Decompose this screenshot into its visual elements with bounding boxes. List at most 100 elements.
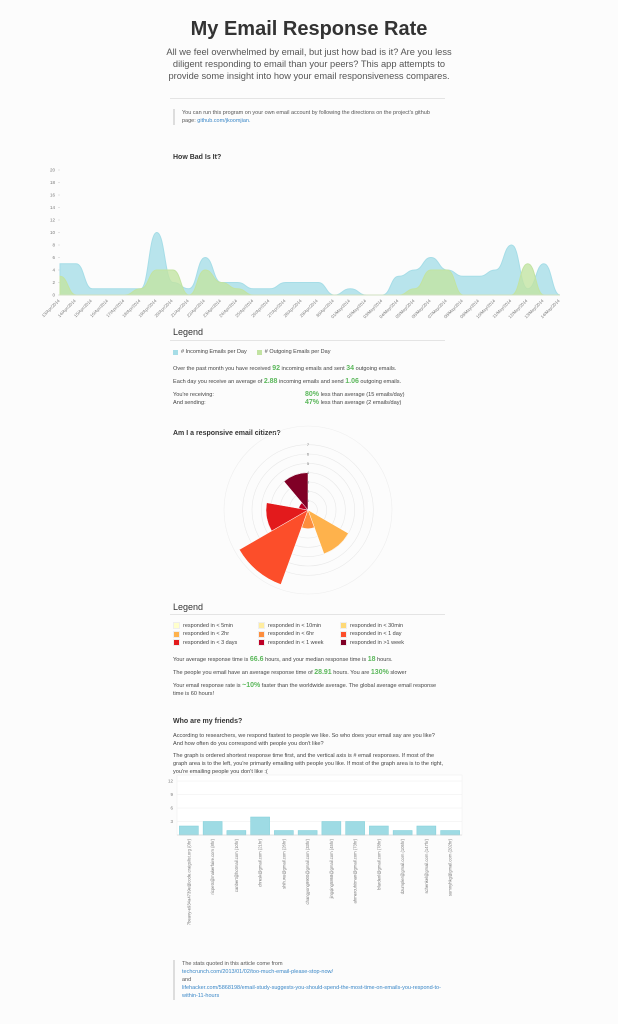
y-tick-label: 12 bbox=[50, 218, 56, 223]
y-tick-label: 9 bbox=[170, 792, 173, 797]
x-tick-label: schenkel@gmail.com (147hr) bbox=[424, 838, 429, 893]
legend-swatch bbox=[256, 349, 262, 355]
response-stats: Your average response time is 66.6 hours… bbox=[173, 656, 445, 703]
source-link[interactable]: techcrunch.com/2013/01/02/too-much-email… bbox=[182, 969, 334, 975]
divider bbox=[170, 340, 445, 341]
y-tick-label: 10 bbox=[50, 230, 56, 235]
footer-text: and bbox=[182, 977, 192, 983]
legend-item: responded in < 1 day bbox=[340, 630, 440, 638]
bar bbox=[179, 825, 199, 836]
source-link[interactable]: lifehacker.com/5868198/email-study-sugge… bbox=[182, 985, 441, 999]
y-tick-label: 8 bbox=[52, 243, 55, 248]
x-tick-label: ricpets@makerfaire.com (8hr) bbox=[210, 838, 215, 894]
text: hours. You are bbox=[331, 670, 371, 676]
bar-chart: 3 6 9 12 7beavy-e934a4739e@code.craigslist.o… bbox=[168, 774, 463, 925]
comparison-label: You're receiving: bbox=[173, 392, 214, 398]
text: Each day you receive an average of bbox=[173, 378, 264, 385]
x-tick-label: changyong9900@gmail.com (33hr) bbox=[305, 838, 310, 904]
divider bbox=[170, 98, 445, 99]
legend-swatch bbox=[258, 622, 265, 629]
grid-circle bbox=[242, 444, 374, 576]
footer-text: The stats quoted in this article come fr… bbox=[182, 961, 283, 967]
comparison-value: 80% less than average (15 emails/day) bbox=[305, 391, 405, 399]
highlight: 47% bbox=[305, 399, 320, 406]
comparison-value: 47% less than average (2 emails/day) bbox=[305, 399, 401, 407]
comparison-row: You're receiving: 80% less than average (… bbox=[173, 391, 445, 399]
y-tick-label: 4 bbox=[52, 268, 55, 273]
bar bbox=[250, 816, 270, 836]
section-title: How Bad Is It? bbox=[173, 154, 222, 161]
r-tick-label: 5 bbox=[307, 461, 310, 466]
highlight: 130% bbox=[370, 669, 389, 676]
legend-label: responded in < 6hr bbox=[268, 631, 315, 637]
legend: # Incoming Emails per Day # Outgoing Emai… bbox=[173, 349, 330, 355]
legend-label: # Outgoing Emails per Day bbox=[264, 349, 331, 355]
r-tick-label: 7 bbox=[307, 442, 310, 447]
y-tick-label: 2 bbox=[52, 280, 55, 285]
bar bbox=[345, 821, 365, 836]
wedge bbox=[238, 509, 309, 585]
legend-swatch bbox=[173, 622, 180, 629]
outer-circle bbox=[223, 425, 393, 595]
x-tick-label: sumnyhkg@gmail.com (202hr) bbox=[448, 838, 453, 896]
divider bbox=[170, 614, 445, 615]
wedge bbox=[307, 509, 349, 555]
grid-circle bbox=[261, 463, 355, 557]
legend-item: responded in < 2hr bbox=[173, 630, 258, 638]
y-tick-label: 16 bbox=[50, 193, 56, 198]
y-tick-label: 6 bbox=[170, 806, 173, 811]
r-tick-label: 1 bbox=[307, 498, 310, 503]
legend: responded in < 5min responded in < 10min r… bbox=[173, 622, 443, 646]
highlight: 28.91 bbox=[314, 669, 332, 676]
section-title: Who are my friends? bbox=[173, 718, 243, 725]
x-tick-label: 7beavy-e934a4739e@code.craigslist.org (0… bbox=[186, 838, 191, 925]
y-tick-label: 20 bbox=[50, 168, 56, 173]
plot-area bbox=[176, 774, 463, 836]
paragraph: The graph is ordered shortest response t… bbox=[173, 753, 444, 775]
text: less than average (15 emails/day) bbox=[319, 392, 405, 398]
text: faster than the worldwide average. The g… bbox=[173, 683, 437, 697]
r-tick-label: 6 bbox=[307, 452, 310, 457]
text: Your email response rate is bbox=[173, 683, 243, 689]
legend-label: responded in < 3 days bbox=[183, 639, 238, 646]
text: outgoing emails. bbox=[358, 378, 402, 385]
legend-swatch bbox=[173, 349, 178, 355]
legend-item: responded in < 5min bbox=[173, 622, 258, 629]
text: Your average response time is bbox=[173, 657, 250, 663]
y-tick-label: 12 bbox=[168, 779, 174, 784]
legend-label: responded in < 5min bbox=[183, 622, 233, 629]
bar bbox=[392, 830, 413, 836]
legend-label: # Incoming Emails per Day bbox=[181, 349, 247, 355]
comparison: You're receiving: 80% less than average (… bbox=[173, 391, 445, 407]
footer: The stats quoted in this article come fr… bbox=[173, 960, 444, 1000]
section-title: Am I a responsive email citizen? bbox=[173, 430, 281, 437]
polar-chart: 1 2 3 4 5 6 7 bbox=[223, 425, 393, 595]
area-series bbox=[59, 231, 561, 296]
legend-title: Legend bbox=[173, 602, 204, 612]
legend-swatch bbox=[340, 622, 347, 629]
legend-label: responded in >1 week bbox=[350, 639, 404, 646]
note-text: You can run this program on your own ema… bbox=[182, 110, 430, 124]
y-tick-label: 18 bbox=[50, 180, 56, 185]
legend-item: responded in >1 week bbox=[340, 639, 440, 646]
x-tick-label: ahmercuhitman@gmail.com (73hr) bbox=[353, 838, 358, 903]
x-tick-label: dzumpler@gmail.com (105hr) bbox=[400, 838, 405, 894]
highlight: 18 bbox=[367, 656, 376, 663]
y-tick-label: 3 bbox=[170, 819, 173, 824]
text: less than average (2 emails/day) bbox=[319, 400, 402, 406]
text: slower bbox=[388, 670, 407, 676]
github-link[interactable]: github.com/jkoomjian. bbox=[197, 118, 251, 124]
subtitle: All we feel overwhelmed by email, but ju… bbox=[166, 47, 452, 81]
bar bbox=[297, 830, 318, 836]
bar bbox=[440, 830, 460, 836]
r-tick-label: 2 bbox=[307, 489, 310, 494]
text: The people you email have an average res… bbox=[173, 670, 315, 676]
note: You can run this program on your own ema… bbox=[173, 109, 444, 125]
text: incoming emails and sent bbox=[280, 366, 347, 372]
legend-item: responded in < 30min bbox=[340, 622, 440, 629]
legend-swatch bbox=[258, 630, 265, 638]
legend-title: Legend bbox=[173, 327, 204, 337]
bar bbox=[226, 830, 247, 836]
volume-stats: Over the past month you have received 92… bbox=[173, 365, 445, 390]
